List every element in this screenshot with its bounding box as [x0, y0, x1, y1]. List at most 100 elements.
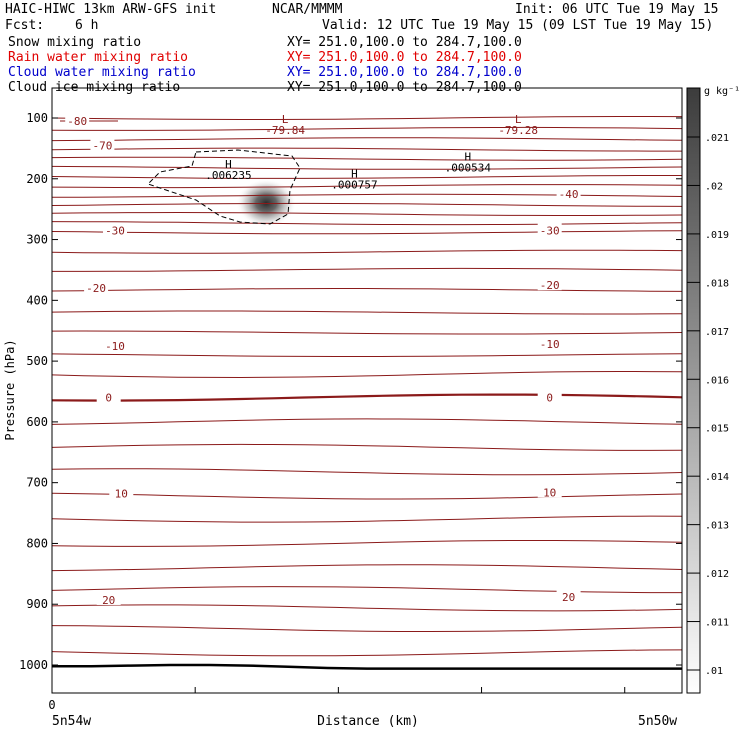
colorbar-tick-label-5: .016 — [705, 375, 729, 386]
isotherm-line-1 — [52, 126, 682, 131]
isotherm-label-10: 0 — [546, 392, 553, 405]
isotherm-label-bg-14 — [556, 589, 581, 602]
surface-pressure-line — [52, 663, 682, 670]
isotherm-line-5 — [52, 165, 682, 170]
isotherm-line-17 — [52, 330, 682, 335]
isotherm-label-13: 20 — [102, 594, 115, 607]
isotherm-label-bg-12 — [537, 485, 562, 498]
field-xy-0: XY= 251.0,100.0 to 284.7,100.0 — [287, 35, 522, 50]
extremum-value-2: .006235 — [205, 169, 251, 182]
isotherm-line-30 — [52, 625, 682, 632]
colorbar-tick-label-0: .021 — [705, 133, 729, 144]
colorbar-tick-label-9: .012 — [705, 569, 729, 580]
isotherm-line-22 — [52, 443, 682, 451]
isotherm-label-8: -10 — [540, 338, 560, 351]
x-axis — [51, 687, 626, 693]
y-tick-label-0: 100 — [26, 111, 48, 125]
isotherm-line-23 — [52, 468, 682, 476]
isotherm-line-26 — [52, 540, 682, 547]
colorbar-tick-label-10: .011 — [705, 618, 729, 629]
isotherm-line-11 — [52, 221, 682, 226]
isotherm-line-0 — [52, 116, 682, 120]
colorbar-ramp — [686, 87, 701, 694]
isotherm-line-29 — [52, 604, 682, 612]
isotherm-line-8 — [52, 193, 682, 198]
isotherm-line-7 — [52, 184, 682, 189]
isotherm-label-7: -10 — [105, 340, 125, 353]
isotherm-line-31 — [52, 649, 682, 657]
isotherm-label-bg-4 — [537, 223, 562, 236]
isotherm-label-bg-8 — [537, 337, 562, 350]
isotherm-line-16 — [52, 310, 682, 315]
extremum-kind-4: H — [464, 151, 471, 164]
isotherm-label-bg-13 — [96, 592, 121, 605]
isotherm-line-18 — [52, 353, 682, 357]
isotherm-line-10 — [52, 211, 682, 216]
valid-time: Valid: 12 UTC Tue 19 May 15 (09 LST Tue … — [322, 18, 713, 33]
y-tick-label-5: 600 — [26, 415, 48, 429]
isotherm-label-bg-3 — [103, 223, 127, 236]
colorbar-tick-label-2: .019 — [705, 230, 729, 241]
isotherm-line-6 — [52, 175, 682, 179]
y-tick-label-4: 500 — [26, 354, 48, 368]
field-name-2: Cloud water mixing ratio — [8, 65, 196, 80]
fcst-label: Fcst: — [5, 18, 44, 33]
field-xy-1: XY= 251.0,100.0 to 284.7,100.0 — [287, 50, 522, 65]
field-xy-2: XY= 251.0,100.0 to 284.7,100.0 — [287, 65, 522, 80]
isotherm-label-11: 10 — [115, 488, 128, 501]
isotherm-line-12 — [52, 230, 682, 235]
x-axis-label: Distance (km) — [317, 714, 419, 729]
isotherm-label-5: -20 — [86, 282, 106, 295]
extremum-value-4: .000534 — [445, 162, 492, 175]
isotherm-line-13 — [52, 249, 682, 254]
isotherm-label-bg-2 — [556, 186, 581, 199]
isotherm-label-bg-5 — [84, 281, 109, 294]
isotherm-label-12: 10 — [543, 486, 556, 499]
y-tick-label-6: 700 — [26, 476, 48, 490]
colorbar-tick-label-8: .013 — [705, 521, 729, 532]
colorbar: .021 .02 .019 .018 .017 .016 .015 .014 .013 .012.… — [686, 87, 729, 694]
snow-contour — [147, 149, 301, 225]
y-tick-label-8: 900 — [26, 597, 48, 611]
y-tick-label-3: 400 — [26, 293, 48, 307]
y-tick-label-1: 200 — [26, 172, 48, 186]
extremum-kind-1: L — [515, 113, 522, 126]
field-name-0: Snow mixing ratio — [8, 35, 141, 50]
colorbar-tick-label-1: .02 — [705, 181, 723, 192]
colorbar-tick-label-11: .01 — [705, 666, 723, 677]
isotherm-label-bg-0 — [65, 114, 90, 127]
y-tick-label-2: 300 — [26, 233, 48, 247]
isotherm-line-20 — [52, 393, 682, 402]
isotherm-label-2: -40 — [559, 188, 579, 201]
isotherm-label-4: -30 — [540, 224, 560, 237]
isotherm-line-9 — [52, 202, 682, 207]
isotherm-line-19 — [52, 370, 682, 379]
y-tick-label-9: 1000 — [19, 658, 48, 672]
isotherm-line-3 — [52, 147, 682, 152]
isotherm-line-24 — [52, 492, 682, 500]
isotherm-label-bg-6 — [537, 278, 562, 291]
isotherm-line-14 — [52, 267, 682, 272]
fcst-value: 6 h — [75, 18, 98, 33]
plot-frame — [51, 87, 683, 694]
isotherm-line-2 — [52, 137, 682, 142]
isotherm-line-4 — [52, 156, 682, 161]
isotherm-line-25 — [52, 515, 682, 523]
colorbar-tick-label-6: .015 — [705, 424, 729, 435]
org-label: NCAR/MMMM — [272, 2, 343, 17]
extremum-kind-3: H — [351, 168, 358, 181]
colorbar-tick-label-7: .014 — [705, 472, 729, 483]
extremum-kind-0: L — [282, 113, 289, 126]
isotherm-line-28 — [52, 586, 682, 594]
field-name-1: Rain water mixing ratio — [8, 50, 188, 65]
extremum-value-3: .000757 — [331, 179, 377, 192]
model-title: HAIC-HIWC 13km ARW-GFS init — [5, 2, 216, 17]
isotherm-label-bg-9 — [96, 390, 121, 403]
isotherm-line-27 — [52, 564, 682, 572]
y-axis-label: Pressure (hPa) — [3, 339, 17, 440]
field-legend: Snow mixing ratio XY= 251.0,100.0 to 284.… — [8, 35, 522, 95]
isotherm-label-bg-11 — [109, 486, 134, 499]
colorbar-tick-label-4: .017 — [705, 327, 729, 338]
